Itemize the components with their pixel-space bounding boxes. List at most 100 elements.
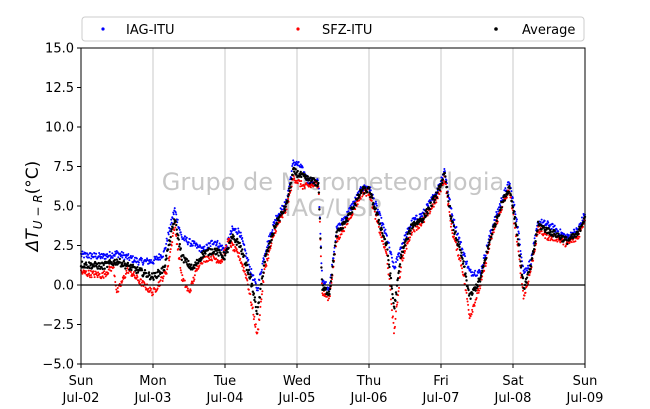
data-point xyxy=(87,269,90,272)
data-point xyxy=(356,200,359,203)
data-point xyxy=(215,243,218,246)
data-point xyxy=(254,323,257,326)
data-point xyxy=(471,271,474,274)
data-point xyxy=(478,278,481,281)
data-point xyxy=(186,243,189,246)
data-point xyxy=(552,235,555,238)
data-point xyxy=(381,232,384,235)
data-point xyxy=(217,254,220,257)
data-point xyxy=(369,189,372,192)
data-point xyxy=(518,255,522,258)
data-point xyxy=(477,291,480,294)
data-point xyxy=(223,249,226,252)
data-point xyxy=(159,279,162,282)
data-point xyxy=(569,231,572,234)
data-point xyxy=(377,218,381,222)
data-point xyxy=(506,183,509,186)
data-point xyxy=(191,282,194,285)
data-point xyxy=(471,310,474,313)
data-point xyxy=(240,261,243,264)
data-point xyxy=(153,255,156,258)
data-point xyxy=(82,252,85,255)
data-point xyxy=(393,325,396,328)
data-point xyxy=(212,243,215,246)
data-point xyxy=(274,231,277,234)
data-point xyxy=(299,170,302,174)
data-point xyxy=(93,252,96,255)
data-point xyxy=(119,261,122,264)
data-point xyxy=(171,226,174,229)
data-point xyxy=(391,296,395,300)
data-point xyxy=(235,243,238,247)
data-point xyxy=(218,242,221,245)
data-point xyxy=(388,274,392,277)
data-point xyxy=(389,272,392,275)
data-point xyxy=(526,273,529,276)
data-point xyxy=(133,259,136,262)
data-point xyxy=(549,230,552,234)
x-axis: Sun Jul-02 Mon Jul-03 Tue Jul-04 Wed Jul-05 Thu J… xyxy=(62,364,603,406)
data-point xyxy=(182,237,185,240)
data-point xyxy=(249,293,252,296)
data-point xyxy=(430,204,433,208)
data-point xyxy=(299,182,302,185)
data-point xyxy=(169,250,172,253)
data-point xyxy=(476,285,479,288)
data-point xyxy=(358,199,361,202)
data-point xyxy=(295,173,298,176)
data-point xyxy=(374,217,377,220)
watermark-line-2: IAG/USP xyxy=(284,194,381,222)
data-point xyxy=(183,279,186,282)
data-point xyxy=(262,281,265,284)
data-point xyxy=(177,238,180,241)
data-point xyxy=(467,288,470,292)
data-point xyxy=(475,296,478,299)
data-point xyxy=(173,229,176,232)
data-point xyxy=(497,210,500,213)
data-point xyxy=(188,237,191,240)
data-point xyxy=(193,240,196,243)
data-point xyxy=(133,274,136,277)
data-point xyxy=(533,237,536,240)
data-point xyxy=(499,204,502,207)
data-point xyxy=(547,227,550,230)
data-point xyxy=(516,238,520,241)
data-point xyxy=(188,263,191,266)
data-point xyxy=(550,227,553,230)
data-point xyxy=(258,279,261,282)
data-point xyxy=(433,201,436,204)
data-point xyxy=(263,268,266,271)
data-point xyxy=(169,235,172,239)
data-point xyxy=(92,270,95,273)
data-point xyxy=(246,263,249,267)
data-point xyxy=(487,243,490,247)
data-point xyxy=(377,220,380,224)
watermark-line-1: Grupo de Micrometeorologia xyxy=(162,168,504,196)
data-point xyxy=(175,223,178,227)
data-point xyxy=(331,265,334,268)
data-point xyxy=(390,302,393,305)
data-point xyxy=(172,232,175,235)
data-point xyxy=(212,250,216,254)
data-point xyxy=(248,265,251,268)
data-point xyxy=(349,204,352,207)
data-point xyxy=(123,262,127,265)
data-point xyxy=(104,272,107,275)
data-point xyxy=(382,235,386,239)
data-point xyxy=(449,217,453,221)
data-point xyxy=(538,232,541,235)
data-point xyxy=(209,241,212,244)
data-point xyxy=(194,261,197,264)
data-point xyxy=(303,171,306,174)
legend-marker-sfz xyxy=(296,27,300,31)
data-point xyxy=(241,264,244,267)
data-point xyxy=(410,219,413,222)
data-point xyxy=(121,279,124,282)
data-point xyxy=(525,276,529,279)
data-point xyxy=(490,235,493,239)
data-point xyxy=(398,263,402,266)
data-point xyxy=(398,265,401,268)
data-point xyxy=(90,276,93,279)
data-point xyxy=(143,268,147,272)
data-point xyxy=(397,271,400,275)
